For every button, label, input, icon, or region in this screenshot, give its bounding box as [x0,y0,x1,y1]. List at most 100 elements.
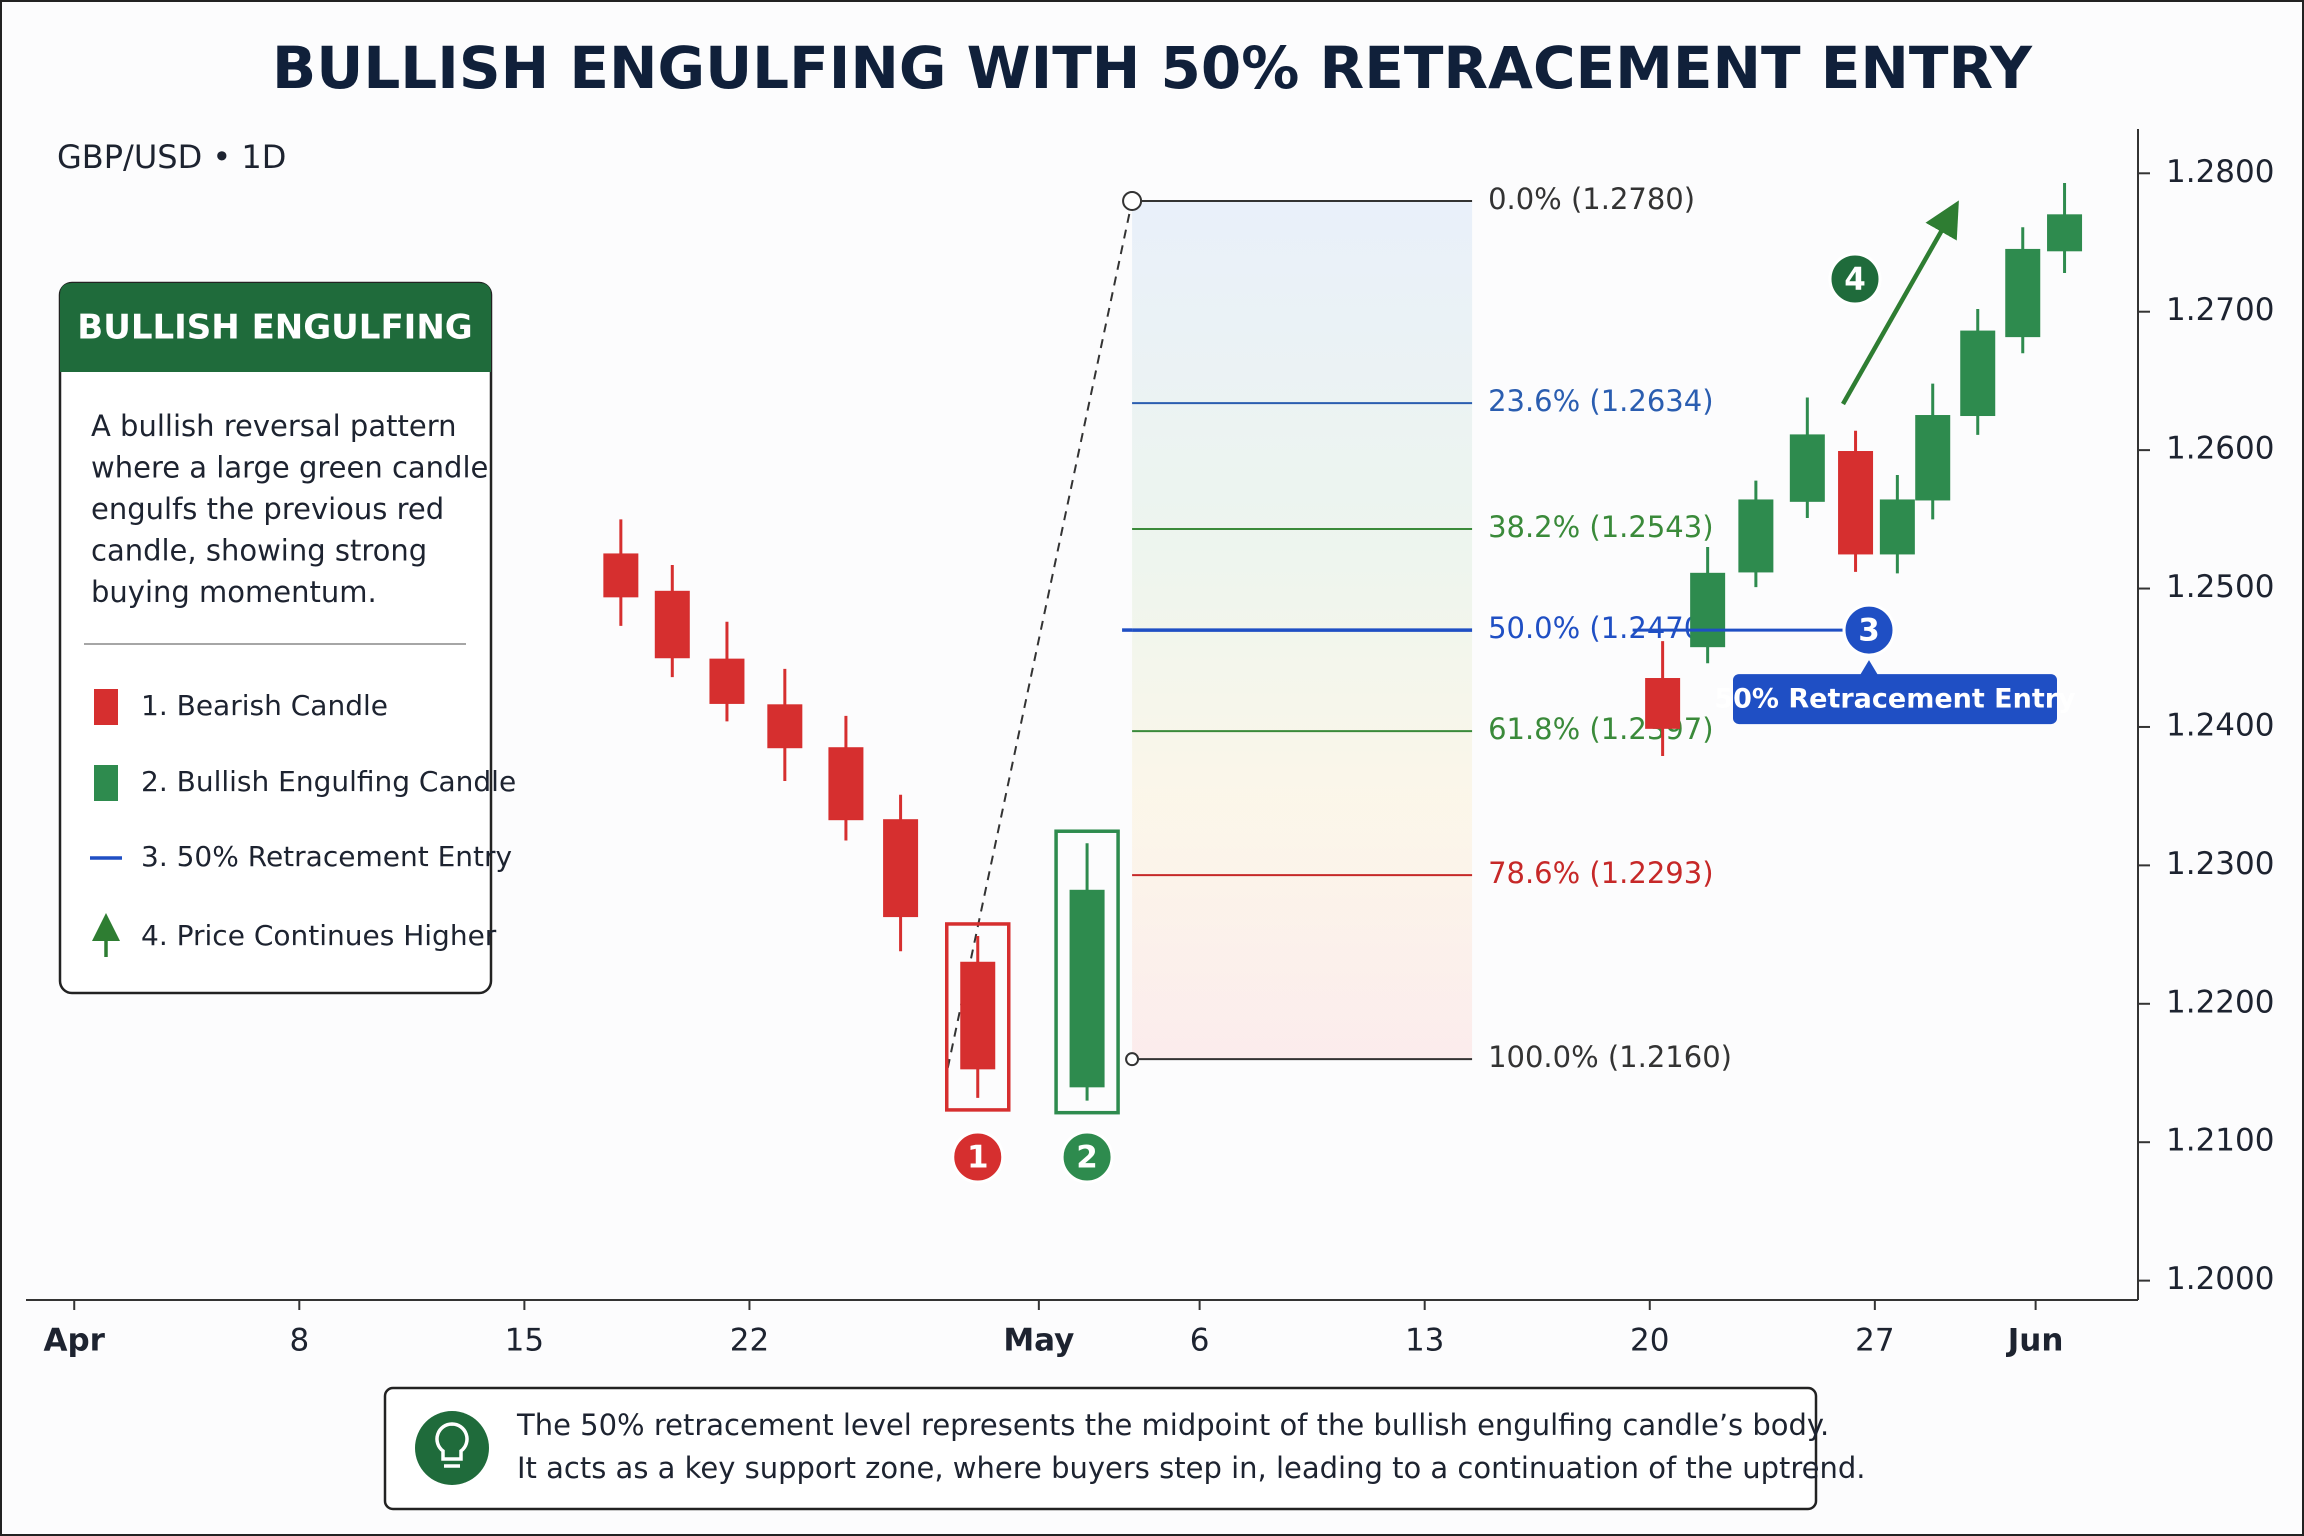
pattern-box [1054,829,1120,1115]
candle [1690,547,1726,664]
candle-body [1838,451,1874,555]
candle [1738,480,1774,588]
candle-body [603,553,639,598]
legend-description: candle, showing strong [91,534,427,568]
x-tick-label: Apr [43,1323,105,1359]
legend-item: 3. 50% Retracement Entry [141,840,512,873]
pattern-box [945,922,1011,1112]
step-marker-label: 2 [1076,1140,1098,1176]
footer-note [383,1386,1818,1511]
swing-low-point [1125,1052,1140,1067]
fib-label: 23.6% (1.2634) [1488,384,1713,418]
legend-header [60,283,491,372]
fib-label: 0.0% (1.2780) [1488,182,1695,216]
y-tick-label: 1.2800 [2166,154,2274,190]
fib-level-value: (1.2293) [1589,856,1713,890]
candle-body [709,658,745,704]
fib-level-name: 78.6% [1488,856,1580,890]
candle-body [654,590,690,659]
x-tick-label: 27 [1855,1323,1894,1359]
candle-body [767,704,803,749]
fib-level-value: (1.2634) [1589,384,1713,418]
x-tick-label: Jun [2006,1323,2064,1359]
x-tick-label: 15 [505,1323,544,1359]
entry-callout-label: 50% Retracement Entry [1714,684,2076,715]
callout-pointer [1860,660,1878,676]
fib-label: 50.0% (1.2470) [1488,611,1713,645]
note-frame [383,1386,1818,1511]
candle-body [1645,678,1681,729]
candle [1879,475,1915,574]
y-tick-label: 1.2100 [2166,1123,2274,1159]
fib-level-name: 0.0% [1488,182,1562,216]
swing-high-point [1122,190,1143,211]
note-text: The 50% retracement level represents the… [516,1408,1829,1442]
candle [883,794,919,952]
candle-body [1960,330,1996,417]
candle [1645,641,1681,757]
candle-body [960,961,996,1070]
candle [2047,182,2083,273]
candle [654,565,690,678]
y-tick-label: 1.2400 [2166,707,2274,743]
legend-frame [58,281,493,995]
y-tick-label: 1.2000 [2166,1261,2274,1297]
fib-level-name: 23.6% [1488,384,1580,418]
candle [1915,383,1951,520]
fib-level-name: 100.0% [1488,1040,1599,1074]
bulb-icon [415,1411,489,1485]
fib-level-value: (1.2543) [1589,510,1713,544]
fib-label: 100.0% (1.2160) [1488,1040,1732,1074]
x-tick-label: 22 [730,1323,769,1359]
y-tick-label: 1.2200 [2166,984,2274,1020]
candle [1069,843,1105,1101]
fib-level-name: 38.2% [1488,510,1580,544]
legend-icon-bearish [94,689,118,725]
legend-description: engulfs the previous red [91,492,444,526]
legend-title: BULLISH ENGULFING [77,308,472,348]
legend-box: BULLISH ENGULFING [58,281,493,995]
candle-body [2047,214,2083,252]
candle-body [1915,415,1951,501]
x-tick-label: 13 [1405,1323,1444,1359]
step-marker [951,1130,1005,1184]
candle-body [1879,499,1915,555]
candle [960,935,996,1098]
step-marker [1060,1130,1114,1184]
continuation-arrow [1841,200,1959,406]
candle [1789,397,1825,518]
fib-label: 78.6% (1.2293) [1488,856,1713,890]
y-tick-label: 1.2500 [2166,569,2274,605]
bulb-glass [435,1422,469,1461]
candle [1960,308,1996,435]
candle-body [883,819,919,918]
x-tick-label: 6 [1190,1323,1210,1359]
instrument-label: GBP/USD • 1D [57,138,286,176]
candle-body [1069,889,1105,1088]
candle [603,519,639,626]
candle [767,668,803,781]
step-marker-label: 1 [967,1140,989,1176]
candle-body [1738,499,1774,573]
step-marker-label: 4 [1844,262,1866,298]
candle [828,715,864,841]
legend-icon-bullish [94,765,118,801]
fib-level-name: 61.8% [1488,712,1580,746]
candle [2005,227,2041,354]
y-tick-label: 1.2600 [2166,431,2274,467]
fib-level-value: (1.2780) [1571,182,1695,216]
y-tick-label: 1.2300 [2166,846,2274,882]
fib-label: 38.2% (1.2543) [1488,510,1713,544]
legend-item: 1. Bearish Candle [141,689,388,722]
legend-description: A bullish reversal pattern [91,409,457,443]
x-tick-label: 20 [1630,1323,1669,1359]
entry-callout [1733,674,2057,725]
legend-item: 4. Price Continues Higher [141,919,497,952]
step-marker [1842,603,1896,657]
legend-item: 2. Bullish Engulfing Candle [141,765,516,798]
candle-body [1690,572,1726,648]
chart-title: BULLISH ENGULFING WITH 50% RETRACEMENT E… [272,34,2033,102]
candle-body [828,747,864,821]
candle [709,621,745,722]
